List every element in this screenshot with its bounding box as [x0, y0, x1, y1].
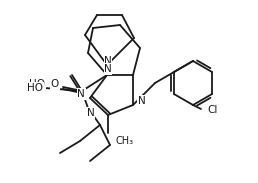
Text: HO: HO [27, 83, 43, 93]
Text: Cl: Cl [207, 105, 217, 115]
Text: HO: HO [29, 79, 45, 89]
Text: N: N [87, 108, 95, 118]
Text: CH₃: CH₃ [116, 136, 134, 146]
Text: N: N [77, 89, 85, 99]
Text: N: N [104, 56, 112, 66]
Text: O: O [51, 79, 59, 89]
Text: N: N [138, 96, 146, 106]
Text: N: N [104, 64, 112, 74]
